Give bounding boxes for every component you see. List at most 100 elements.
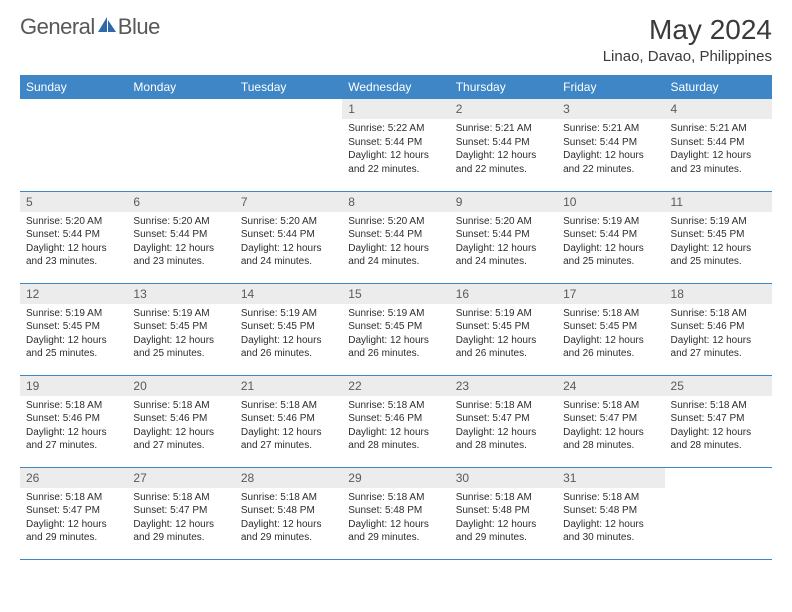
sunrise-text: Sunrise: 5:18 AM [563, 399, 658, 413]
daylight-text: Daylight: 12 hours and 26 minutes. [456, 334, 551, 361]
daylight-text: Daylight: 12 hours and 26 minutes. [348, 334, 443, 361]
sunset-text: Sunset: 5:44 PM [563, 136, 658, 150]
sunrise-text: Sunrise: 5:20 AM [456, 215, 551, 229]
day-number: 9 [450, 192, 557, 212]
sunrise-text: Sunrise: 5:19 AM [133, 307, 228, 321]
sunset-text: Sunset: 5:48 PM [456, 504, 551, 518]
weekday-header: Tuesday [235, 75, 342, 99]
calendar-cell: 21Sunrise: 5:18 AMSunset: 5:46 PMDayligh… [235, 375, 342, 467]
day-number: 11 [665, 192, 772, 212]
day-details: Sunrise: 5:18 AMSunset: 5:46 PMDaylight:… [665, 304, 772, 365]
calendar-cell: 8Sunrise: 5:20 AMSunset: 5:44 PMDaylight… [342, 191, 449, 283]
day-details: Sunrise: 5:18 AMSunset: 5:46 PMDaylight:… [20, 396, 127, 457]
day-number: 31 [557, 468, 664, 488]
daylight-text: Daylight: 12 hours and 28 minutes. [456, 426, 551, 453]
daylight-text: Daylight: 12 hours and 23 minutes. [133, 242, 228, 269]
location-text: Linao, Davao, Philippines [603, 48, 772, 65]
day-number: 15 [342, 284, 449, 304]
daylight-text: Daylight: 12 hours and 22 minutes. [456, 149, 551, 176]
calendar-cell: 16Sunrise: 5:19 AMSunset: 5:45 PMDayligh… [450, 283, 557, 375]
daylight-text: Daylight: 12 hours and 24 minutes. [348, 242, 443, 269]
calendar-cell: 2Sunrise: 5:21 AMSunset: 5:44 PMDaylight… [450, 99, 557, 191]
calendar-cell: 7Sunrise: 5:20 AMSunset: 5:44 PMDaylight… [235, 191, 342, 283]
calendar-cell [235, 99, 342, 191]
day-details: Sunrise: 5:21 AMSunset: 5:44 PMDaylight:… [665, 119, 772, 180]
daylight-text: Daylight: 12 hours and 26 minutes. [241, 334, 336, 361]
sunrise-text: Sunrise: 5:19 AM [563, 215, 658, 229]
calendar-cell: 14Sunrise: 5:19 AMSunset: 5:45 PMDayligh… [235, 283, 342, 375]
day-number: 21 [235, 376, 342, 396]
sunset-text: Sunset: 5:45 PM [26, 320, 121, 334]
daylight-text: Daylight: 12 hours and 25 minutes. [133, 334, 228, 361]
sunrise-text: Sunrise: 5:18 AM [241, 399, 336, 413]
sunset-text: Sunset: 5:44 PM [133, 228, 228, 242]
sunset-text: Sunset: 5:44 PM [348, 136, 443, 150]
sunrise-text: Sunrise: 5:19 AM [241, 307, 336, 321]
sunset-text: Sunset: 5:48 PM [241, 504, 336, 518]
day-number: 7 [235, 192, 342, 212]
day-details: Sunrise: 5:19 AMSunset: 5:45 PMDaylight:… [127, 304, 234, 365]
daylight-text: Daylight: 12 hours and 25 minutes. [563, 242, 658, 269]
sail-icon [97, 14, 117, 40]
daylight-text: Daylight: 12 hours and 23 minutes. [26, 242, 121, 269]
sunrise-text: Sunrise: 5:18 AM [133, 399, 228, 413]
daylight-text: Daylight: 12 hours and 30 minutes. [563, 518, 658, 545]
sunset-text: Sunset: 5:46 PM [671, 320, 766, 334]
day-details: Sunrise: 5:18 AMSunset: 5:46 PMDaylight:… [235, 396, 342, 457]
calendar-cell: 3Sunrise: 5:21 AMSunset: 5:44 PMDaylight… [557, 99, 664, 191]
day-details: Sunrise: 5:20 AMSunset: 5:44 PMDaylight:… [342, 212, 449, 273]
day-number: 4 [665, 99, 772, 119]
day-details: Sunrise: 5:22 AMSunset: 5:44 PMDaylight:… [342, 119, 449, 180]
day-details: Sunrise: 5:18 AMSunset: 5:48 PMDaylight:… [557, 488, 664, 549]
daylight-text: Daylight: 12 hours and 22 minutes. [563, 149, 658, 176]
daylight-text: Daylight: 12 hours and 28 minutes. [348, 426, 443, 453]
header: General Blue May 2024 Linao, Davao, Phil… [20, 14, 772, 65]
daylight-text: Daylight: 12 hours and 25 minutes. [671, 242, 766, 269]
day-details: Sunrise: 5:19 AMSunset: 5:45 PMDaylight:… [450, 304, 557, 365]
sunrise-text: Sunrise: 5:18 AM [133, 491, 228, 505]
sunset-text: Sunset: 5:45 PM [241, 320, 336, 334]
calendar-week-row: 1Sunrise: 5:22 AMSunset: 5:44 PMDaylight… [20, 99, 772, 191]
day-number: 30 [450, 468, 557, 488]
weekday-header: Friday [557, 75, 664, 99]
logo-text-general: General [20, 14, 95, 40]
sunrise-text: Sunrise: 5:19 AM [348, 307, 443, 321]
day-number: 8 [342, 192, 449, 212]
sunset-text: Sunset: 5:46 PM [133, 412, 228, 426]
day-number: 5 [20, 192, 127, 212]
daylight-text: Daylight: 12 hours and 27 minutes. [241, 426, 336, 453]
day-details: Sunrise: 5:18 AMSunset: 5:46 PMDaylight:… [342, 396, 449, 457]
day-number: 17 [557, 284, 664, 304]
day-number: 3 [557, 99, 664, 119]
weekday-header-row: Sunday Monday Tuesday Wednesday Thursday… [20, 75, 772, 99]
sunrise-text: Sunrise: 5:20 AM [133, 215, 228, 229]
daylight-text: Daylight: 12 hours and 25 minutes. [26, 334, 121, 361]
calendar-cell [665, 467, 772, 559]
daylight-text: Daylight: 12 hours and 24 minutes. [241, 242, 336, 269]
daylight-text: Daylight: 12 hours and 22 minutes. [348, 149, 443, 176]
sunset-text: Sunset: 5:44 PM [671, 136, 766, 150]
daylight-text: Daylight: 12 hours and 23 minutes. [671, 149, 766, 176]
calendar-table: Sunday Monday Tuesday Wednesday Thursday… [20, 75, 772, 560]
calendar-cell: 13Sunrise: 5:19 AMSunset: 5:45 PMDayligh… [127, 283, 234, 375]
calendar-cell: 12Sunrise: 5:19 AMSunset: 5:45 PMDayligh… [20, 283, 127, 375]
calendar-week-row: 26Sunrise: 5:18 AMSunset: 5:47 PMDayligh… [20, 467, 772, 559]
calendar-cell: 26Sunrise: 5:18 AMSunset: 5:47 PMDayligh… [20, 467, 127, 559]
day-number: 22 [342, 376, 449, 396]
daylight-text: Daylight: 12 hours and 27 minutes. [26, 426, 121, 453]
calendar-cell: 24Sunrise: 5:18 AMSunset: 5:47 PMDayligh… [557, 375, 664, 467]
sunrise-text: Sunrise: 5:18 AM [456, 399, 551, 413]
calendar-cell: 22Sunrise: 5:18 AMSunset: 5:46 PMDayligh… [342, 375, 449, 467]
day-details: Sunrise: 5:20 AMSunset: 5:44 PMDaylight:… [20, 212, 127, 273]
day-details: Sunrise: 5:19 AMSunset: 5:45 PMDaylight:… [665, 212, 772, 273]
weekday-header: Saturday [665, 75, 772, 99]
day-number: 26 [20, 468, 127, 488]
daylight-text: Daylight: 12 hours and 26 minutes. [563, 334, 658, 361]
sunset-text: Sunset: 5:44 PM [348, 228, 443, 242]
day-number: 28 [235, 468, 342, 488]
daylight-text: Daylight: 12 hours and 29 minutes. [348, 518, 443, 545]
calendar-cell: 31Sunrise: 5:18 AMSunset: 5:48 PMDayligh… [557, 467, 664, 559]
sunrise-text: Sunrise: 5:18 AM [348, 491, 443, 505]
sunrise-text: Sunrise: 5:20 AM [241, 215, 336, 229]
day-number: 19 [20, 376, 127, 396]
